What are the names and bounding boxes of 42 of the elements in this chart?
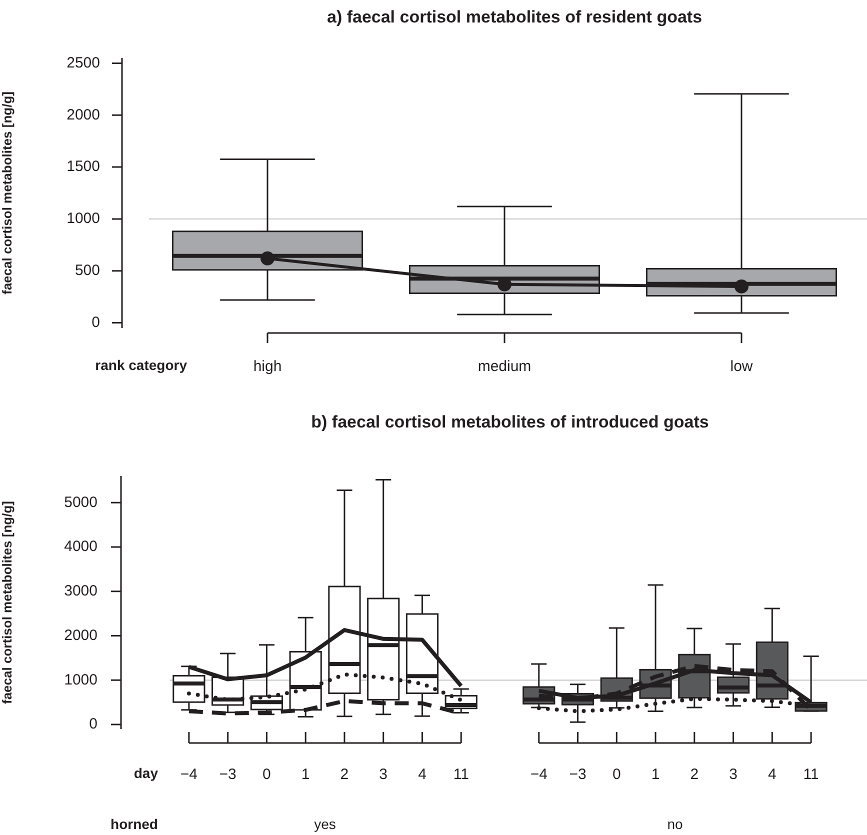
y-axis-title: faecal cortisol metabolites [ng/g] bbox=[0, 92, 14, 294]
y-axis-title: faecal cortisol metabolites [ng/g] bbox=[0, 501, 14, 704]
x-tick-label: medium bbox=[478, 358, 532, 376]
y-tick-label: 0 bbox=[92, 314, 100, 331]
y-tick-label: 3000 bbox=[64, 582, 98, 600]
point bbox=[260, 251, 274, 266]
text: horned bbox=[110, 816, 158, 832]
text: no bbox=[667, 816, 683, 832]
y-tick-label: 1000 bbox=[64, 671, 98, 688]
x-tick-label: 4 bbox=[768, 766, 776, 784]
x-axis-title: rank category bbox=[95, 356, 188, 373]
x-tick-label: −3 bbox=[219, 766, 236, 784]
x-tick-label: 1 bbox=[651, 766, 660, 784]
x-tick-label: 1 bbox=[301, 766, 310, 784]
text: yes bbox=[314, 816, 336, 832]
y-tick-label: 500 bbox=[74, 262, 100, 280]
x-tick-label: low bbox=[730, 358, 753, 376]
y-tick-label: 5000 bbox=[64, 494, 98, 511]
x-tick-label: 3 bbox=[379, 766, 388, 784]
x-tick-label: 0 bbox=[262, 766, 271, 784]
y-tick-label: 2500 bbox=[66, 54, 100, 72]
x-tick-label: −4 bbox=[530, 766, 548, 784]
x-tick-label: 2 bbox=[340, 766, 349, 784]
x-tick-label: 3 bbox=[729, 766, 738, 784]
x-tick-label: high bbox=[253, 358, 282, 376]
x-tick-label: −3 bbox=[569, 766, 586, 784]
x-tick-label: 11 bbox=[453, 766, 469, 784]
y-tick-label: 1000 bbox=[66, 210, 100, 228]
chart-title: a) faecal cortisol metabolites of resident goats bbox=[326, 8, 702, 27]
x-tick-label: 0 bbox=[612, 766, 621, 784]
x-tick-label: 2 bbox=[690, 766, 699, 784]
y-tick-label: 2000 bbox=[64, 626, 98, 644]
y-tick-label: 1500 bbox=[66, 158, 100, 176]
y-tick-label: 0 bbox=[89, 716, 98, 733]
y-tick-label: 2000 bbox=[66, 106, 100, 124]
chart-title: b) faecal cortisol metabolites of introduced goats bbox=[311, 412, 709, 432]
x-tick-label: 4 bbox=[418, 766, 426, 784]
x-tick-label: 11 bbox=[803, 766, 819, 784]
x-axis-title: day bbox=[134, 764, 158, 781]
point bbox=[734, 279, 748, 294]
y-tick-label: 4000 bbox=[64, 538, 98, 556]
x-tick-label: −4 bbox=[180, 766, 198, 784]
